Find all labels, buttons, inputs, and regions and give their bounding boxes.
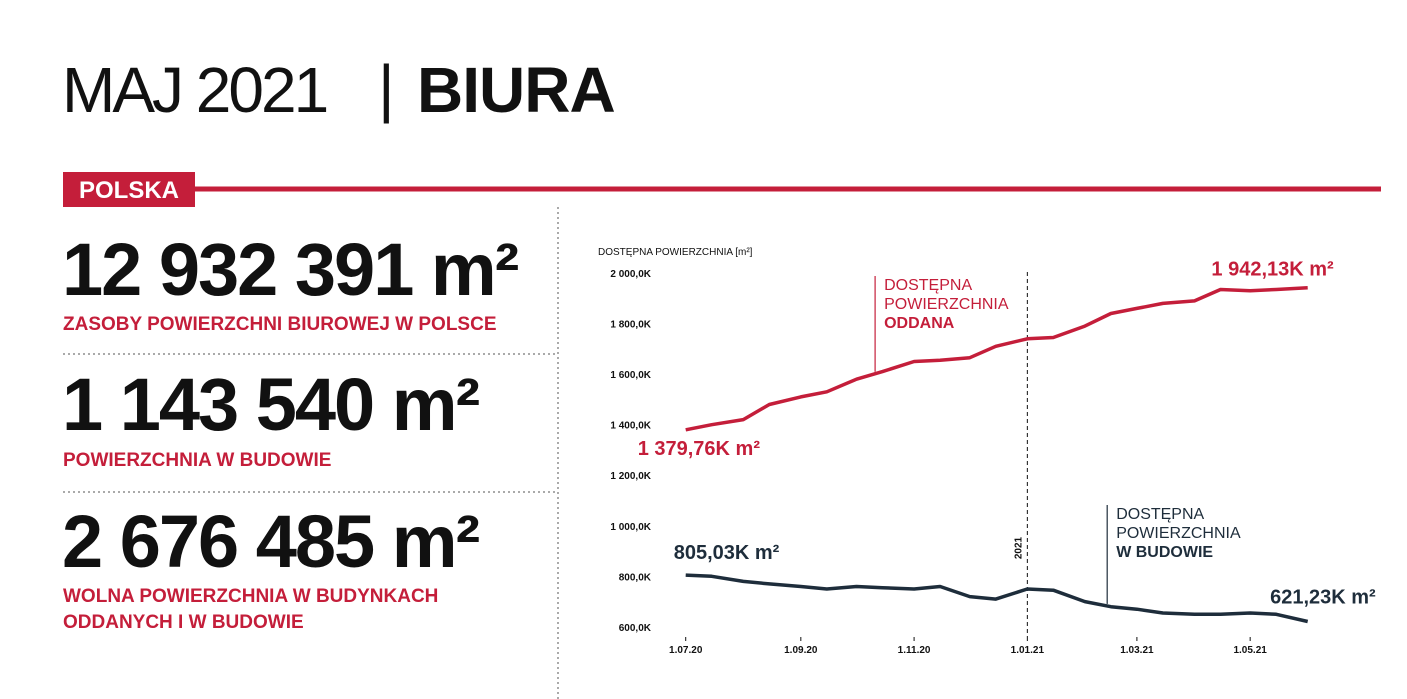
stats: 12 932 391 m² ZASOBY POWIERZCHNI BIUROWEJ…	[62, 228, 557, 633]
y-tick-label: 1 800,0K	[610, 320, 651, 331]
series-line	[685, 285, 1308, 432]
title-separator: |	[378, 52, 395, 124]
stat-value: 1 143 540 m²	[62, 363, 480, 446]
year-marker-label: 2021	[1013, 536, 1024, 559]
annotation-text: W BUDOWIE	[1116, 544, 1213, 561]
annotation-text: DOSTĘPNA	[884, 277, 972, 294]
y-tick-label: 1 200,0K	[610, 471, 651, 482]
y-tick-label: 1 000,0K	[610, 522, 651, 533]
x-tick-label: 1.03.21	[1120, 645, 1154, 656]
y-tick-label: 1 600,0K	[610, 370, 651, 381]
title-bold: BIURA	[417, 54, 615, 126]
stat-value: 2 676 485 m²	[62, 500, 480, 583]
value-label: 1 942,13K m²	[1211, 259, 1334, 281]
line-chart: DOSTĘPNA POWIERZCHNIA [m²] 600,0K 800,0K 1 …	[598, 247, 1376, 656]
stat-label: ODDANYCH I W BUDOWIE	[63, 612, 304, 633]
y-tick-label: 2 000,0K	[610, 269, 651, 280]
stat-label: POWIERZCHNIA W BUDOWIE	[63, 450, 331, 471]
stat-label: ZASOBY POWIERZCHNI BIUROWEJ W POLSCE	[63, 314, 497, 335]
annotation-text: POWIERZCHNIA	[884, 296, 1009, 313]
y-tick-label: 1 400,0K	[610, 421, 651, 432]
x-tick-label: 1.07.20	[669, 645, 703, 656]
section-badge	[63, 172, 195, 207]
x-tick-label: 1.01.21	[1011, 645, 1045, 656]
x-tick-label: 1.09.20	[784, 645, 818, 656]
stat-label: WOLNA POWIERZCHNIA W BUDYNKACH	[63, 586, 438, 607]
annotation-text: ODDANA	[884, 315, 955, 332]
annotation-text: DOSTĘPNA	[1116, 506, 1204, 523]
y-tick-label: 600,0K	[619, 623, 652, 634]
stat-value: 12 932 391 m²	[62, 228, 519, 311]
title-light: MAJ 2021	[62, 54, 327, 126]
section-label: POLSKA	[79, 177, 179, 204]
value-label: 621,23K m²	[1270, 587, 1376, 609]
y-tick-label: 800,0K	[619, 572, 652, 583]
x-tick-label: 1.05.21	[1233, 645, 1267, 656]
series-line	[685, 573, 1309, 624]
value-label: 1 379,76K m²	[638, 438, 761, 460]
annotation-text: POWIERZCHNIA	[1116, 525, 1241, 542]
y-axis-title: DOSTĘPNA POWIERZCHNIA [m²]	[598, 247, 753, 258]
x-tick-label: 1.11.20	[898, 645, 931, 656]
value-label: 805,03K m²	[674, 542, 780, 564]
